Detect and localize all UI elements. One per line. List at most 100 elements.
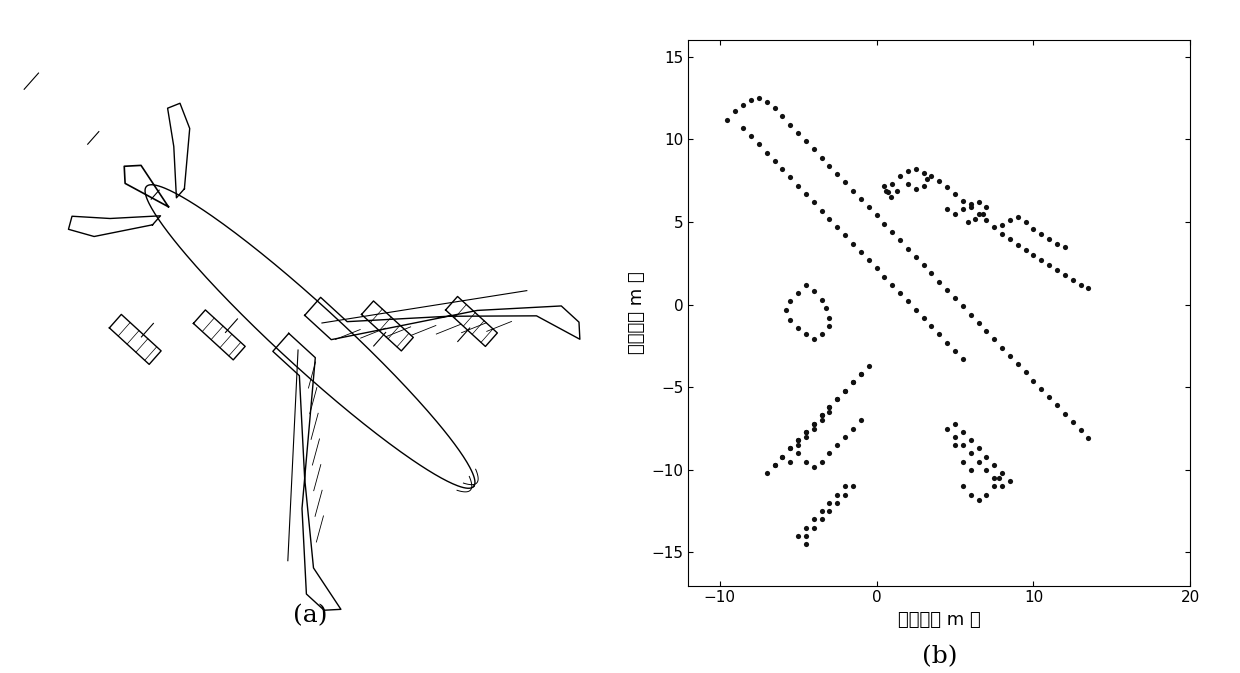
Point xyxy=(952,439,972,450)
Point xyxy=(1032,228,1052,239)
Point xyxy=(875,185,895,196)
Point xyxy=(999,215,1019,226)
Point xyxy=(914,312,934,323)
Point xyxy=(1023,250,1043,260)
Point xyxy=(921,268,941,279)
Point xyxy=(867,263,887,274)
Point xyxy=(773,111,792,122)
Point xyxy=(914,167,934,178)
Point xyxy=(820,402,839,413)
Point xyxy=(843,185,863,196)
Point xyxy=(749,139,769,150)
Point xyxy=(952,301,972,312)
Point xyxy=(999,351,1019,361)
Point xyxy=(1008,240,1028,250)
Point xyxy=(952,195,972,206)
Point xyxy=(733,122,753,133)
Point xyxy=(827,394,847,404)
Point xyxy=(820,448,839,459)
Point xyxy=(780,456,800,467)
Point xyxy=(937,203,957,214)
Point xyxy=(804,461,823,472)
Point xyxy=(952,427,972,437)
Point xyxy=(756,468,776,479)
Point xyxy=(887,185,906,196)
Point xyxy=(945,418,965,429)
Point xyxy=(827,169,847,180)
Point xyxy=(756,96,776,107)
Point xyxy=(990,472,1009,483)
Point xyxy=(890,170,910,181)
Point xyxy=(992,481,1012,492)
Point xyxy=(775,304,795,315)
Point xyxy=(789,322,808,333)
Point xyxy=(945,431,965,442)
Point xyxy=(992,220,1012,231)
Point xyxy=(804,418,823,429)
Point xyxy=(992,228,1012,239)
Point xyxy=(780,443,800,454)
Point xyxy=(952,354,972,365)
Point xyxy=(804,522,823,533)
Point xyxy=(789,435,808,446)
Point xyxy=(930,176,950,186)
Point xyxy=(796,188,816,199)
Y-axis label: 距离向（ m ）: 距离向（ m ） xyxy=(627,272,646,354)
Point xyxy=(773,164,792,174)
Point xyxy=(968,443,988,454)
Text: (a): (a) xyxy=(293,604,327,627)
Point xyxy=(973,209,993,219)
Point xyxy=(914,260,934,271)
Point xyxy=(796,427,816,437)
Point xyxy=(804,418,823,429)
Point xyxy=(836,489,856,500)
Point xyxy=(1047,400,1066,411)
Point xyxy=(812,506,832,517)
Point xyxy=(804,197,823,208)
Point xyxy=(765,103,785,114)
Point xyxy=(976,215,996,226)
Point xyxy=(836,431,856,442)
Point xyxy=(812,514,832,525)
Point xyxy=(883,179,903,190)
Point xyxy=(1063,417,1083,427)
Point xyxy=(937,423,957,434)
Point xyxy=(836,230,856,241)
Point xyxy=(859,254,879,265)
Point xyxy=(890,288,910,299)
Point xyxy=(765,460,785,470)
Point xyxy=(906,252,926,262)
Point xyxy=(1008,212,1028,223)
Point xyxy=(1023,376,1043,386)
Point xyxy=(796,456,816,467)
Point xyxy=(812,152,832,163)
Point xyxy=(957,217,977,227)
Point xyxy=(1016,217,1035,227)
Point xyxy=(804,286,823,297)
Point xyxy=(789,439,808,450)
Point xyxy=(820,402,839,413)
Point xyxy=(878,187,898,198)
Point xyxy=(937,182,957,192)
Point xyxy=(851,194,870,205)
Point xyxy=(836,177,856,188)
Point xyxy=(1016,245,1035,256)
Point xyxy=(796,279,816,290)
Point xyxy=(812,410,832,421)
Point xyxy=(804,144,823,155)
Point xyxy=(1032,384,1052,394)
Point xyxy=(945,345,965,356)
Point xyxy=(961,202,981,213)
Point xyxy=(874,218,894,229)
Point xyxy=(796,522,816,533)
Point xyxy=(945,188,965,199)
Point xyxy=(804,334,823,345)
Point xyxy=(976,489,996,500)
Point xyxy=(1070,425,1090,435)
Point xyxy=(780,296,800,307)
Point xyxy=(999,476,1019,487)
Point xyxy=(820,213,839,224)
Point xyxy=(937,285,957,295)
Point xyxy=(976,202,996,213)
Point xyxy=(945,293,965,304)
